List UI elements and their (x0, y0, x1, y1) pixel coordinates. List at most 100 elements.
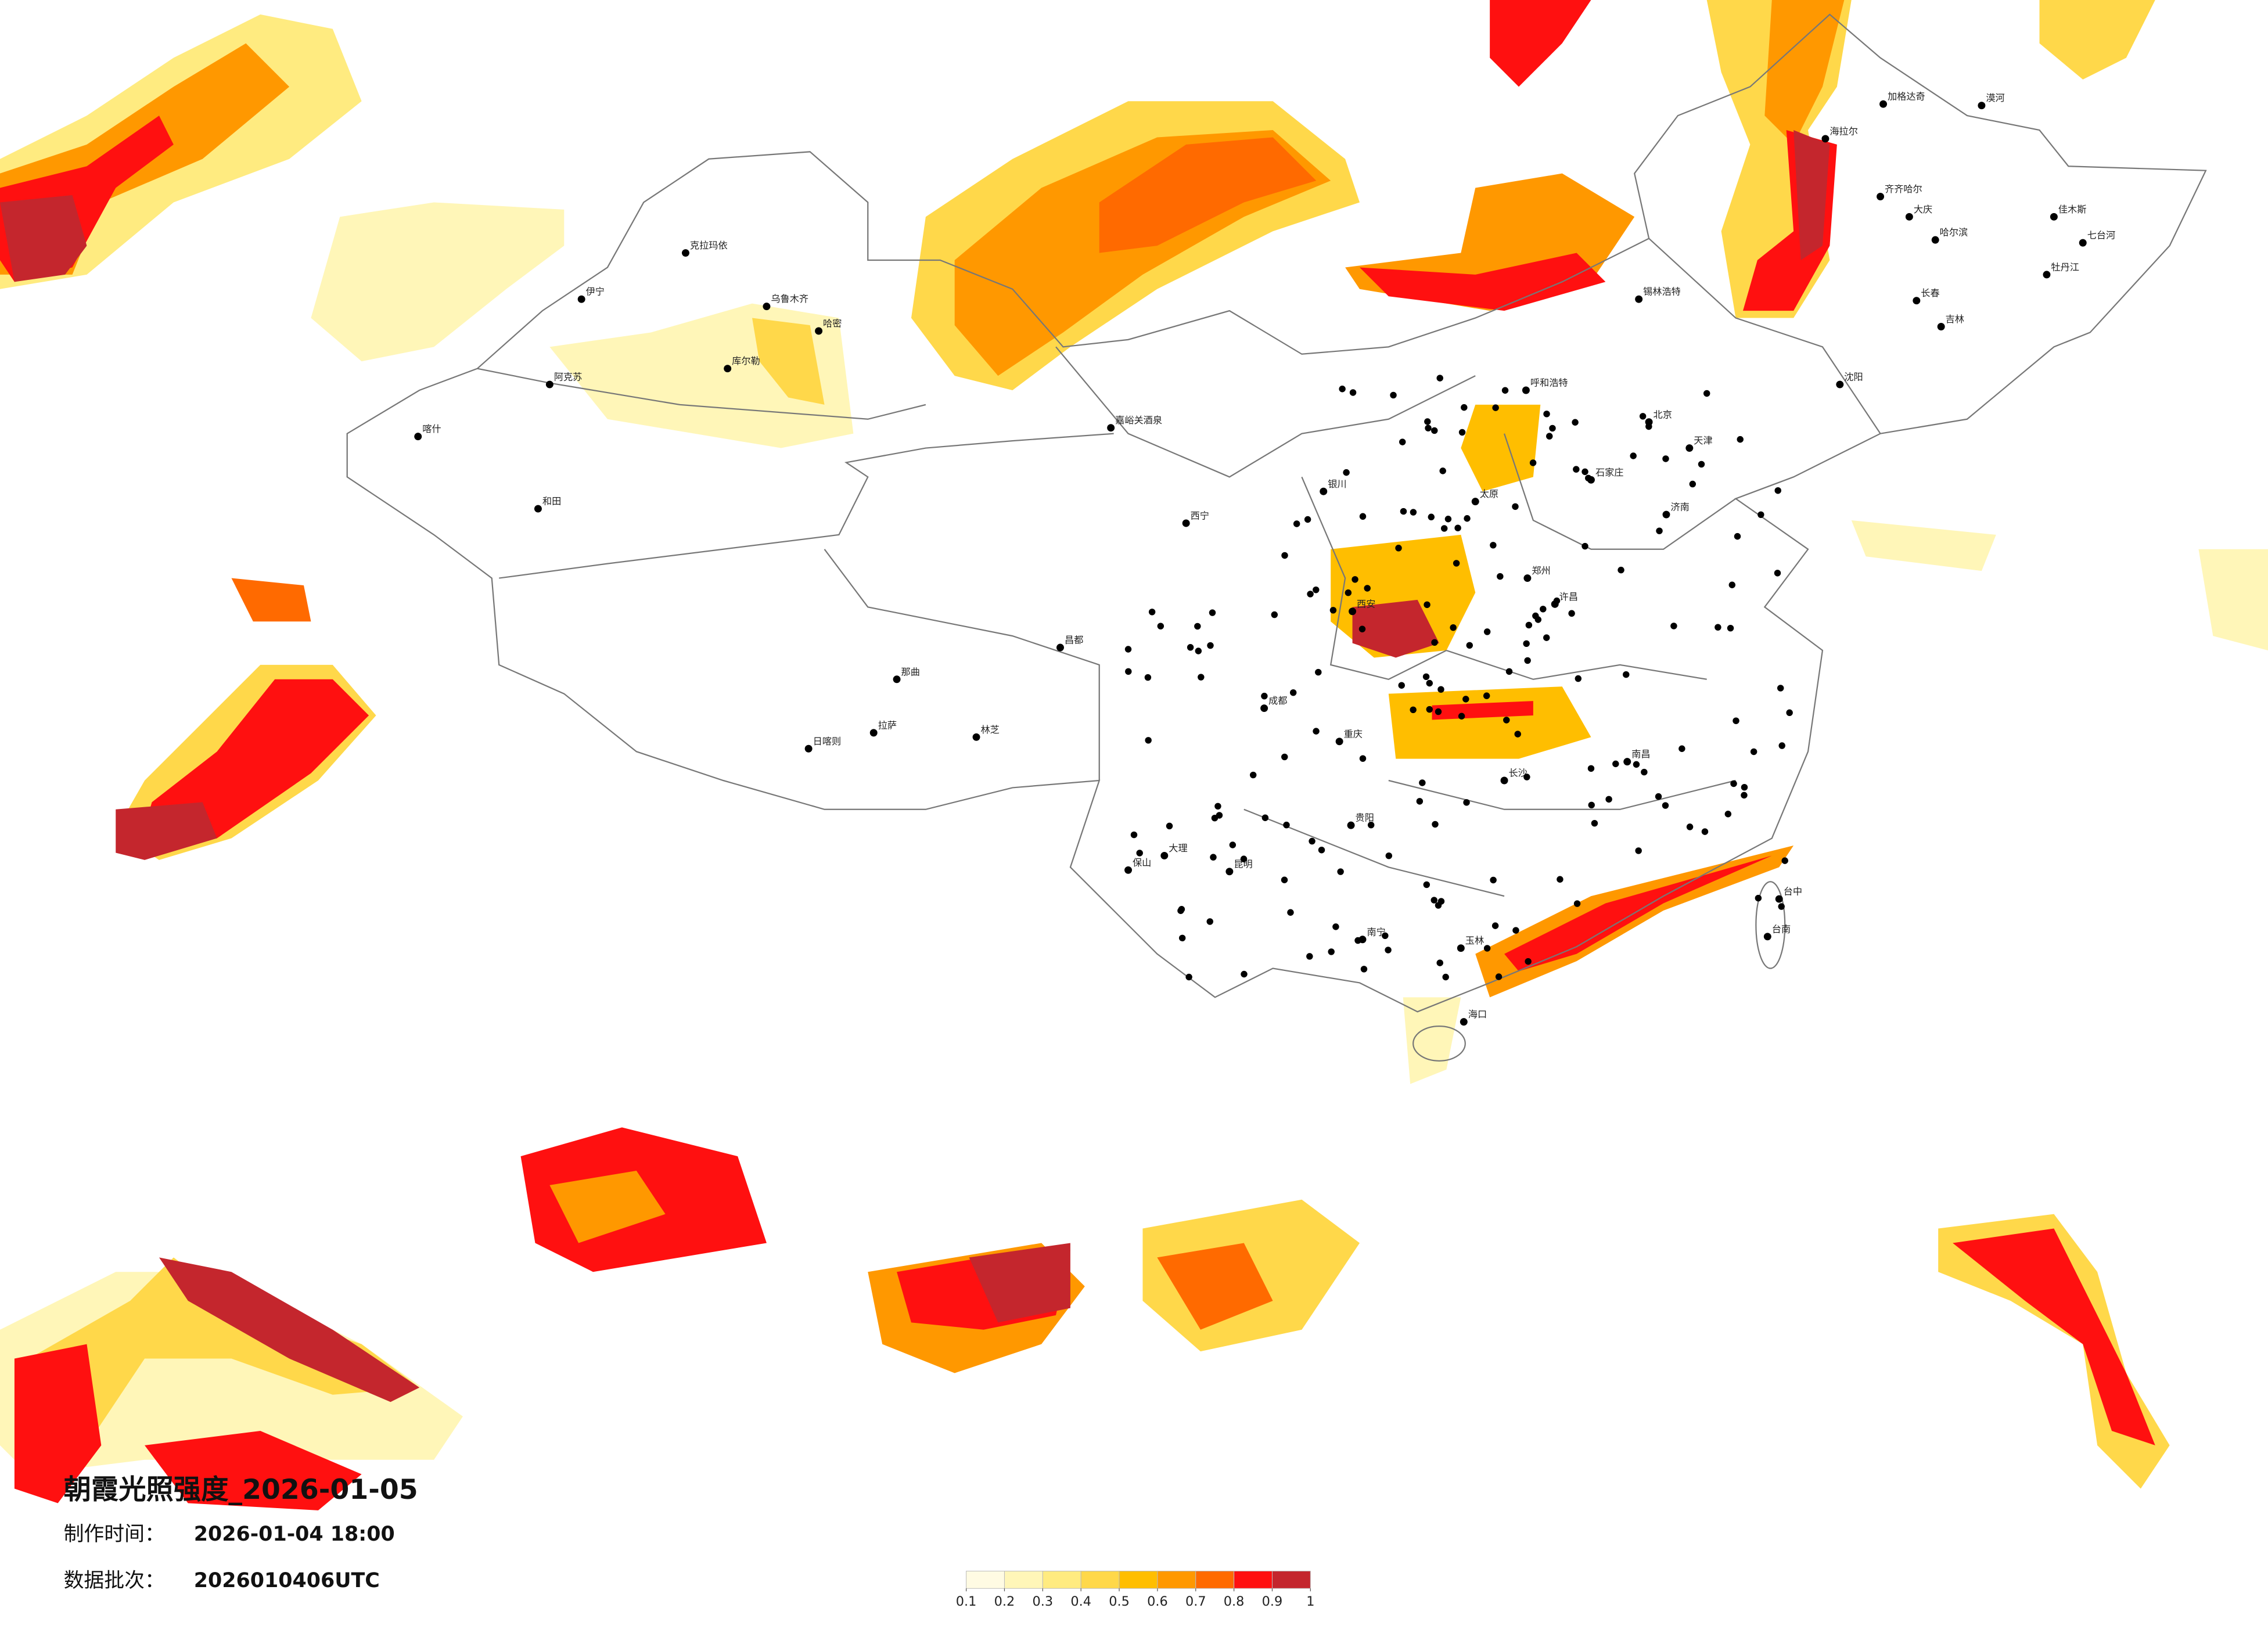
station-dot (1662, 455, 1669, 462)
station-dot (1419, 779, 1426, 786)
station-dot (1435, 708, 1442, 715)
city-dot (1662, 510, 1670, 519)
station-dot (1410, 706, 1417, 714)
station-dot (1148, 609, 1156, 616)
colorbar: 0.1 0.2 0.3 0.4 0.5 0.6 0.7 0.8 0.9 1 (956, 1570, 1314, 1609)
made-time: 2026-01-04 18:00 (194, 1523, 395, 1546)
colorbar-tick-label: 0.5 (1109, 1594, 1130, 1609)
station-dot (1385, 852, 1393, 859)
station-dot (1430, 897, 1437, 904)
station-dot (1206, 918, 1213, 925)
station-dot (1241, 970, 1248, 978)
city-label: 玉林 (1465, 935, 1484, 946)
station-dot (1755, 894, 1762, 902)
station-dot (1439, 467, 1446, 474)
city-dot (724, 365, 732, 373)
station-dot (1358, 625, 1366, 632)
station-dot (1281, 876, 1288, 883)
station-dot (1463, 799, 1470, 806)
city-dot (815, 327, 823, 335)
station-dot (1605, 796, 1612, 803)
city-label: 呼和浩特 (1530, 377, 1568, 388)
station-dot (1483, 628, 1491, 635)
station-dot (1124, 646, 1132, 653)
station-dot (1385, 947, 1392, 954)
city-label: 克拉玛依 (690, 240, 728, 251)
station-dot (1497, 573, 1504, 580)
station-dot (1662, 802, 1669, 809)
station-dot (1703, 390, 1710, 397)
colorbar-swatch (1271, 1570, 1311, 1589)
city-label: 许昌 (1559, 591, 1578, 602)
station-dot (1492, 404, 1499, 411)
city-label: 台南 (1772, 923, 1791, 934)
city-dot (534, 505, 542, 513)
station-dot (1505, 668, 1513, 675)
station-dot (1195, 647, 1202, 654)
colorbar-swatch (1080, 1570, 1120, 1589)
station-dot (1546, 433, 1553, 440)
city-dot (1335, 738, 1343, 746)
station-dot (1678, 745, 1685, 752)
city-dot (893, 675, 901, 684)
city-label: 拉萨 (878, 720, 897, 731)
station-dot (1514, 731, 1521, 738)
station-dot (1136, 850, 1143, 857)
station-dot (1466, 642, 1473, 649)
city-dot (1523, 574, 1532, 582)
station-dot (1306, 953, 1313, 960)
city-dot (1877, 193, 1885, 200)
city-dot (1775, 895, 1783, 903)
heat-patch (1461, 404, 1541, 492)
station-dot (1724, 811, 1732, 818)
station-dot (1639, 413, 1647, 420)
city-label: 昌都 (1065, 635, 1083, 646)
heat-patch (1388, 686, 1591, 759)
city-label: 昆明 (1234, 858, 1252, 869)
city-dot (1685, 444, 1694, 452)
station-dot (1553, 597, 1561, 605)
station-dot (1582, 468, 1588, 476)
heat-patch (0, 195, 87, 282)
station-dot (1194, 623, 1201, 630)
station-dot (1185, 973, 1192, 981)
station-dot (1503, 717, 1510, 724)
island-outline (1755, 881, 1786, 969)
city-dot (2043, 271, 2051, 279)
station-dot (1543, 411, 1550, 418)
station-dot (1778, 903, 1785, 910)
station-dot (1130, 831, 1138, 839)
station-dot (1483, 945, 1491, 952)
heat-patch (2039, 0, 2155, 80)
station-dot (1633, 761, 1640, 768)
city-label: 长春 (1921, 287, 1939, 298)
borders (346, 13, 2207, 1062)
colorbar-tick-label: 1 (1306, 1594, 1314, 1609)
station-dot (1670, 623, 1677, 629)
city-dot (1107, 424, 1115, 432)
station-dot (1145, 737, 1152, 744)
station-dot (1229, 841, 1237, 848)
colorbar-tick-label: 0.2 (994, 1594, 1015, 1609)
city-label: 吉林 (1946, 314, 1964, 325)
station-dot (1501, 387, 1509, 394)
station-dot (1436, 375, 1443, 382)
station-dot (1332, 923, 1339, 930)
station-dot (1458, 429, 1466, 436)
city-dot (1635, 295, 1643, 303)
heat-patch (231, 578, 311, 622)
heat-layer (0, 0, 2268, 1510)
station-dot (1437, 898, 1445, 905)
city-label: 那曲 (901, 666, 920, 677)
city-label: 牡丹江 (2051, 261, 2079, 272)
city-dot (1836, 380, 1844, 388)
station-dot (1568, 610, 1575, 617)
heat-patch (1099, 137, 1317, 253)
station-dot (1281, 753, 1288, 761)
station-dot (1523, 640, 1530, 647)
city-label: 长沙 (1509, 768, 1527, 779)
island-outline (1412, 1025, 1466, 1062)
station-dot (1343, 469, 1350, 476)
